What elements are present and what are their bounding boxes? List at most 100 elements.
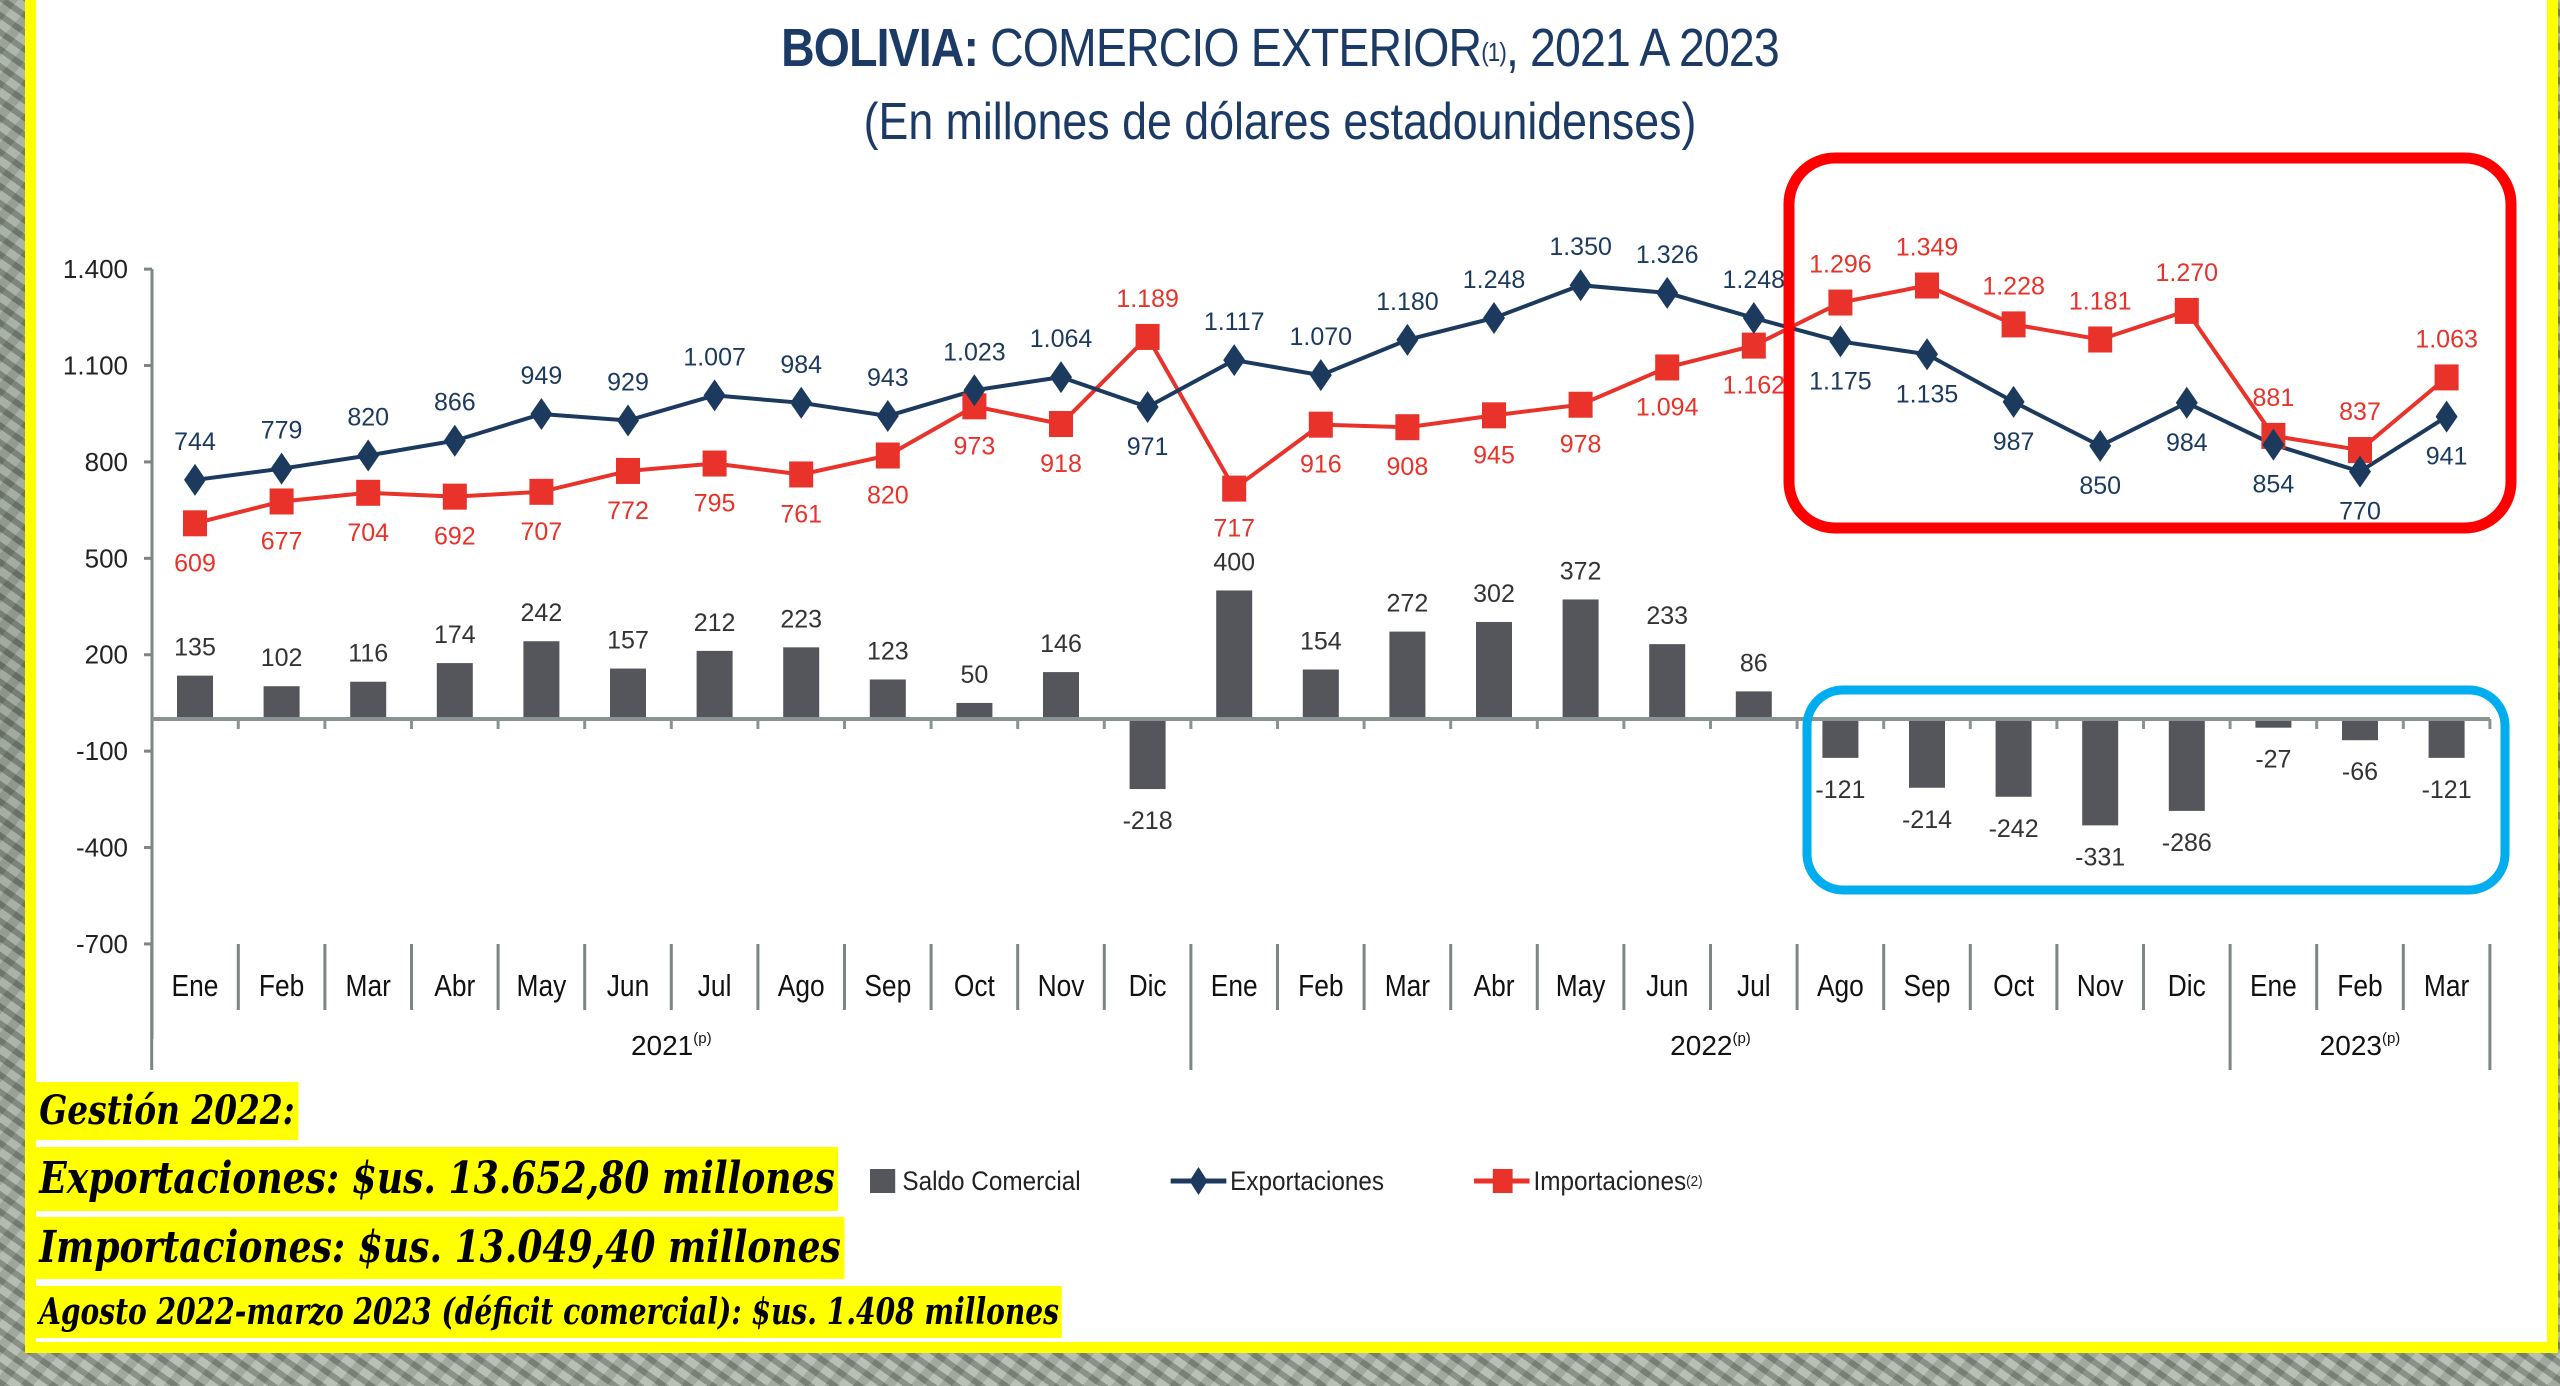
imports-value-label: 1.349 [1896,234,1959,262]
imports-value-label: 717 [1213,515,1255,543]
balance-value-label: 400 [1213,548,1255,576]
imports-value-label: 945 [1473,441,1515,469]
highlight-box-red [1783,152,2517,534]
balance-bar [1476,621,1512,719]
exports-value-label: 770 [2339,498,2381,526]
exports-value-label: 1.070 [1290,323,1353,351]
exports-value-label: 1.248 [1463,266,1526,294]
balance-value-label: -242 [1989,815,2039,843]
exports-value-label: 1.023 [943,338,1006,366]
balance-value-label: -331 [2075,843,2125,871]
balance-bar [177,675,213,719]
imports-value-label: 1.189 [1116,285,1179,313]
month-label: Sep [1904,969,1951,1003]
y-tick-label: 500 [85,543,128,573]
chart-legend: Saldo Comercial Exportaciones Importacio… [870,1165,1793,1197]
exports-value-label: 971 [1127,433,1169,461]
month-label: Ene [1211,969,1258,1003]
note-heading: Gestión 2022: [36,1082,299,1140]
exports-marker [443,424,466,457]
balance-value-label: 123 [867,637,909,665]
balance-value-label: -218 [1123,807,1173,835]
month-label: Jul [698,969,732,1003]
balance-bar [1995,719,2032,797]
balance-bar [1562,599,1599,719]
exports-marker [2262,428,2285,461]
balance-value-label: -214 [1902,806,1952,834]
exports-value-label: 984 [780,351,822,379]
exports-value-label: 1.064 [1030,325,1093,353]
month-label: Dic [2168,969,2206,1003]
imports-value-label: 1.270 [2156,259,2219,287]
month-label: Sep [864,969,911,1003]
legend-label-imports: Importaciones [1533,1165,1687,1196]
imports-marker [2174,297,2199,324]
balance-bar [956,702,993,719]
imports-marker [1482,402,1506,429]
imports-marker [183,510,207,537]
square-line-icon [1474,1169,1530,1193]
balance-value-label: 212 [694,609,736,637]
imports-value-label: 1.228 [1982,272,2045,300]
imports-marker [1568,391,1593,418]
exports-marker [270,452,293,485]
imports-value-label: 908 [1387,453,1429,481]
exports-marker [1656,276,1679,309]
exports-value-label: 1.007 [683,343,746,371]
balance-bar [1302,669,1339,719]
balance-bar [1649,644,1686,719]
imports-value-label: 916 [1300,451,1342,479]
balance-value-label: 116 [348,640,388,668]
balance-value-label: -286 [2162,829,2212,857]
imports-marker [1655,354,1680,381]
balance-bar [523,641,560,719]
imports-value-label: 881 [2253,384,2295,412]
imports-marker [2001,311,2026,338]
exports-value-label: 1.175 [1809,367,1872,395]
exports-marker [1916,338,1938,371]
balance-bar [350,681,387,719]
imports-marker [356,479,381,506]
balance-bar [2342,719,2378,741]
balance-bar [696,650,733,719]
exports-value-label: 779 [261,417,303,445]
balance-value-label: 102 [261,644,303,672]
exports-marker [1829,325,1852,358]
legend-item-exports: Exportaciones [1170,1165,1384,1197]
month-label: Jun [1646,969,1688,1003]
balance-value-label: 174 [434,621,476,649]
balance-bar [2255,719,2292,728]
month-label: Nov [2077,969,2124,1003]
imports-marker [789,461,814,488]
balance-value-label: 146 [1040,630,1082,658]
exports-marker [1742,301,1765,334]
exports-value-label: 1.135 [1896,380,1959,408]
month-label: Ene [2250,969,2297,1003]
imports-value-label: 704 [347,519,389,547]
imports-marker [2434,364,2459,391]
balance-value-label: 154 [1300,628,1342,656]
month-label: Feb [2337,969,2382,1003]
exports-marker [1050,361,1072,394]
imports-value-label: 837 [2339,398,2381,426]
exports-marker [2002,385,2025,418]
balance-value-label: 223 [780,605,822,633]
imports-value-label: 609 [174,549,216,577]
balance-bar [2168,719,2205,811]
exports-marker [1483,301,1505,334]
y-tick-label: 1.100 [63,351,128,381]
balance-value-label: 233 [1646,602,1688,630]
chart-subtitle: (En millones de dólares estadounidenses) [863,93,1697,151]
imports-marker [2088,326,2113,353]
title-country: BOLIVIA: [781,18,979,78]
y-tick-label: -400 [76,833,128,863]
balance-bar [1129,719,1166,790]
imports-marker [1308,411,1333,438]
y-tick-label: -100 [76,736,128,766]
imports-marker [1135,323,1160,350]
exports-marker [2089,429,2112,462]
month-label: Dic [1129,969,1167,1003]
imports-marker [616,457,640,484]
year-label: 2021(p) [631,1030,712,1061]
month-label: Mar [2424,969,2470,1003]
